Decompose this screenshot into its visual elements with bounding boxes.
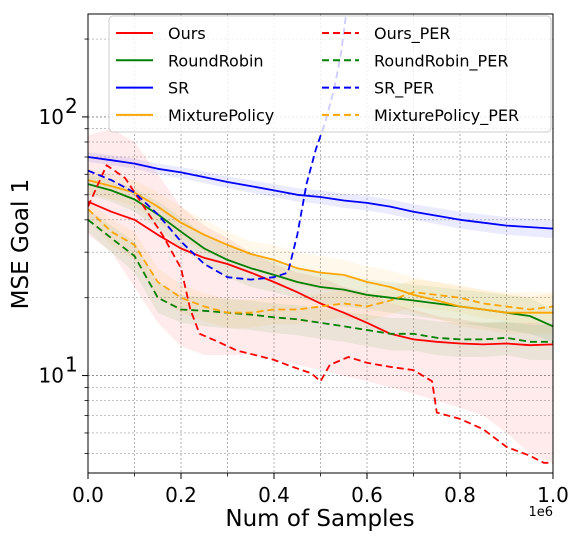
legend: Ours RoundRobin SR MixturePolicy Ours_PER Rou…: [108, 15, 552, 133]
legend-label: RoundRobin: [168, 51, 264, 70]
legend-label: MixturePolicy_PER: [374, 106, 519, 126]
x-axis-label: Num of Samples: [225, 506, 414, 532]
series-line-mixturepolicy: [88, 179, 553, 314]
x-offset-label: 1e6: [528, 505, 553, 520]
series-band-ours: [88, 128, 553, 463]
y-tick-exponent: 2: [65, 94, 78, 118]
legend-label: Ours_PER: [374, 24, 451, 44]
y-tick-label: 10: [39, 364, 64, 388]
series-line-ours-per: [88, 164, 553, 464]
series-band-roundrobin-per: [88, 209, 553, 360]
x-tick-label: 1.0: [537, 483, 569, 507]
legend-box: [108, 15, 552, 133]
legend-label: SR_PER: [374, 79, 434, 99]
series-line-mixturepolicy-per: [88, 208, 553, 314]
series-lines: [88, 14, 553, 464]
x-tick-label: 0.4: [258, 483, 290, 507]
legend-label: Ours: [168, 24, 206, 43]
y-tick-exponent: 1: [65, 353, 78, 377]
y-tick-label: 10: [39, 105, 64, 129]
series-line-sr: [88, 156, 553, 230]
series-line-roundrobin-per: [88, 219, 553, 343]
legend-label: RoundRobin_PER: [374, 51, 508, 71]
x-tick-label: 0.8: [444, 483, 476, 507]
series-band-mixturepolicy-per: [88, 199, 553, 328]
legend-label: MixturePolicy: [168, 106, 274, 125]
x-tick-label: 0.2: [165, 483, 197, 507]
legend-label: SR: [168, 79, 189, 98]
series-line-sr-per: [88, 14, 347, 281]
x-tick-label: 0.0: [72, 483, 104, 507]
y-axis-label: MSE Goal 1: [8, 179, 34, 310]
x-tick-label: 0.6: [351, 483, 383, 507]
series-band-mixturepolicy: [88, 168, 553, 334]
series-line-ours: [88, 200, 553, 347]
series-band-sr: [88, 152, 553, 239]
